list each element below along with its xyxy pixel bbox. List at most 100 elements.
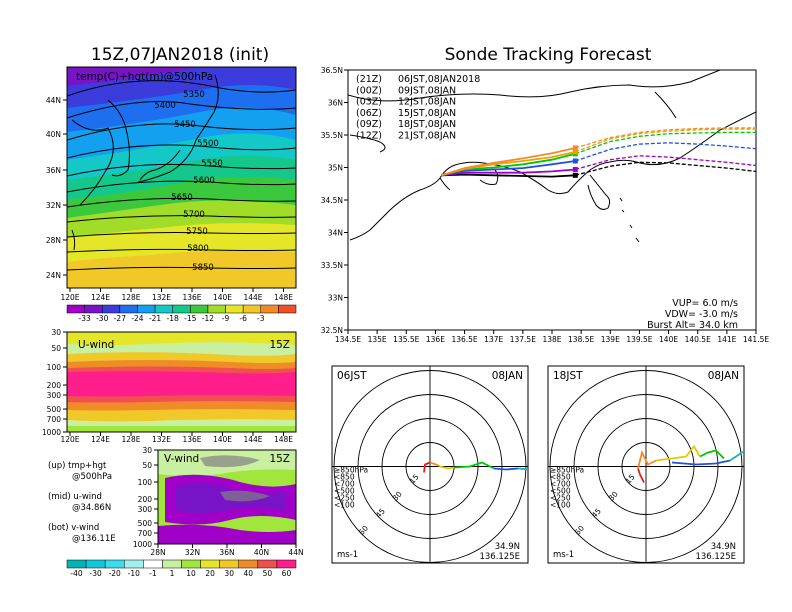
note-line1: (bot) v-wind: [48, 523, 99, 533]
wind-colorbar-swatch: [104, 559, 125, 569]
lat-tick-label: 33N: [328, 294, 343, 303]
lat-tick-label: 28N: [150, 548, 165, 557]
wind-colorbar-label: 50: [263, 569, 273, 578]
lon-tick-label: 139.5E: [626, 335, 652, 344]
launch-code: (12Z): [356, 131, 382, 142]
lat-tick-label: 35N: [328, 164, 343, 173]
p-tick-label: 300: [138, 505, 153, 514]
wind-profile-segment: [637, 449, 657, 469]
wind-profile-segment: [637, 468, 645, 483]
lat-tick-label: 32.5N: [321, 326, 343, 335]
lat-tick-label: 35.5N: [321, 131, 343, 140]
wind-colorbar-label: -20: [109, 569, 121, 578]
track-burst-marker: [572, 172, 578, 178]
vdw-text: VDW= -3.0 m/s: [665, 309, 738, 320]
polar-lon: 136.125E: [695, 552, 736, 562]
track-line-forecast: [575, 131, 756, 155]
colorbar-swatch: [242, 304, 262, 314]
colorbar-label: -6: [239, 314, 247, 323]
contour-label: 5600: [193, 176, 215, 186]
lon-tick-label: 124E: [91, 293, 110, 302]
contour-label: 5700: [183, 210, 205, 220]
colorbar-label: -27: [114, 314, 126, 323]
vup-text: VUP= 6.0 m/s: [672, 298, 738, 309]
lon-tick-label: 136E: [182, 293, 201, 302]
launch-label: 06JST,08JAN2018: [398, 74, 480, 85]
colorbar-swatch: [101, 304, 121, 314]
track-burst-marker: [572, 149, 578, 155]
level-legend-item: <100: [550, 501, 571, 510]
level-legend-item: <850: [334, 473, 355, 482]
temp-colorbar: -33 -30 -27 -24 -21 -18 -15 -12 -9 -6 -3: [66, 304, 297, 323]
level-legend-item: <250: [334, 494, 355, 503]
track-line-forecast: [575, 155, 756, 171]
lon-tick-label: 138.5E: [568, 335, 594, 344]
lon-tick-label: 148E: [274, 435, 293, 444]
wind-colorbar-swatch: [200, 559, 220, 569]
level-legend-item: <100: [334, 501, 355, 510]
launch-code: (03Z): [356, 97, 382, 108]
lat-tick-label: 36N: [46, 166, 61, 175]
wind-colorbar-label: 20: [205, 569, 215, 578]
polar-lat: 34.9N: [495, 542, 520, 552]
lon-tick-label: 136E: [182, 435, 201, 444]
lon-tick-label: 141.5E: [743, 335, 769, 344]
level-legend-item: <500: [334, 487, 355, 496]
lon-tick-label: 124E: [91, 435, 110, 444]
p-tick-label: 700: [47, 415, 62, 424]
contour-label: 5850: [192, 263, 214, 273]
wind-colorbar-swatch: [143, 559, 163, 569]
wind-profile-segment: [453, 461, 495, 470]
track-burst-marker: [572, 158, 578, 164]
polar-units: ms-1: [337, 550, 358, 560]
height-contours: [67, 80, 296, 271]
lon-tick-label: 136E: [426, 335, 445, 344]
level-legend-item: ≥850hPa: [550, 466, 584, 475]
p-tick-label: 30: [142, 446, 152, 455]
p-tick-label: 200: [47, 381, 62, 390]
lon-tick-label: 132E: [152, 293, 171, 302]
lon-tick-label: 140E: [213, 293, 232, 302]
wind-profile-segment: [699, 449, 725, 460]
launch-label: 09JST,08JAN: [398, 85, 456, 96]
contour-label: 5350: [183, 90, 205, 100]
polar-time: 06JST: [337, 370, 367, 382]
launch-label: 18JST,08JAN: [398, 119, 456, 130]
lat-tick-label: 40N: [254, 548, 269, 557]
lon-tick-label: 132E: [152, 435, 171, 444]
track-burst-marker: [572, 166, 578, 172]
wind-profile-segment: [429, 461, 441, 468]
u-wind-time: 15Z: [269, 339, 290, 351]
lat-tick-label: 32N: [46, 201, 61, 210]
lon-tick-label: 134.5E: [335, 335, 361, 344]
lat-tick-label: 32N: [185, 548, 200, 557]
note-line2: @500hPa: [72, 472, 112, 482]
colorbar-swatch: [137, 304, 156, 314]
temp-lon-ticks: 120E 124E 128E 132E 136E 140E 144E 148E: [60, 288, 293, 302]
lon-tick-label: 120E: [60, 435, 79, 444]
lon-tick-label: 137.5E: [510, 335, 536, 344]
polar-time: 18JST: [553, 370, 583, 382]
lon-tick-label: 135.5E: [393, 335, 419, 344]
lat-tick-label: 28N: [46, 236, 61, 245]
track-legend: (21Z) 06JST,08JAN2018 (00Z) 09JST,08JAN (03Z…: [356, 74, 480, 142]
u-wind-frame: [66, 331, 297, 433]
polar-units: ms-1: [553, 550, 574, 560]
level-legend: ≥850hPa<850<700<500<250<100: [334, 466, 368, 510]
wind-colorbar-swatch: [238, 559, 259, 569]
level-legend-item: <700: [550, 480, 571, 489]
wind-colorbar-swatch: [162, 559, 182, 569]
wind-profile-segment: [655, 444, 701, 462]
level-legend-item: <850: [550, 473, 571, 482]
colorbar-swatch: [190, 304, 209, 314]
track-params: VUP= 6.0 m/s VDW= -3.0 m/s Burst Alt= 34…: [647, 298, 738, 331]
wind-profile-segment: [517, 467, 528, 471]
track-lon-ticks: 134.5E 135E 135.5E 136E 136.5E 137E 137.5E 138E…: [335, 330, 769, 344]
colorbar-swatch: [225, 304, 244, 314]
level-legend-item: <700: [334, 480, 355, 489]
contour-label: 5450: [174, 120, 196, 130]
u-wind-lon-ticks: 120E 124E 128E 132E 136E 140E 144E 148E: [60, 432, 293, 444]
track-lat-ticks: 36.5N 36N 35.5N 35N 34.5N 34N 33.5N 33N 32.5N: [321, 66, 348, 335]
note-line1: (up) tmp+hgt: [48, 461, 107, 471]
